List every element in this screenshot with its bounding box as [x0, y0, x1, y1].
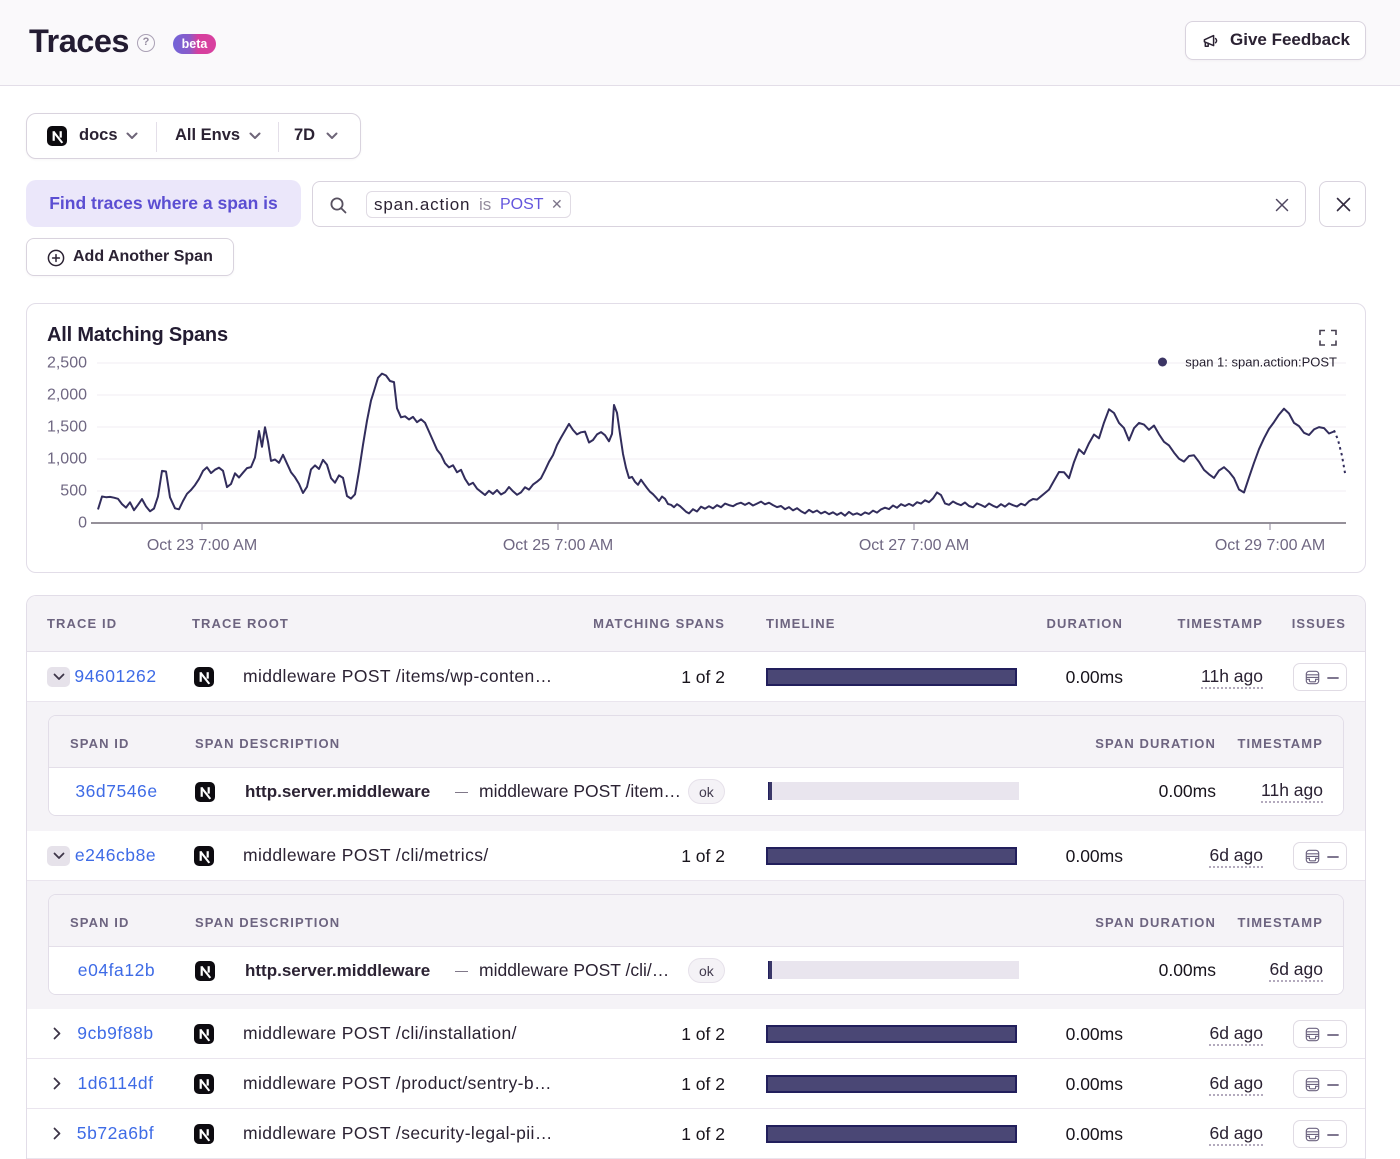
svg-text:Oct 25 7:00 AM: Oct 25 7:00 AM [503, 537, 613, 554]
svg-text:span 1: span.action:POST: span 1: span.action:POST [1185, 355, 1337, 370]
svg-text:Oct 27 7:00 AM: Oct 27 7:00 AM [859, 537, 969, 554]
svg-text:1,000: 1,000 [47, 451, 87, 468]
svg-text:500: 500 [60, 483, 87, 500]
svg-text:2,500: 2,500 [47, 355, 87, 372]
svg-text:2,000: 2,000 [47, 387, 87, 404]
svg-text:0: 0 [78, 515, 87, 532]
svg-text:1,500: 1,500 [47, 419, 87, 436]
svg-text:Oct 29 7:00 AM: Oct 29 7:00 AM [1215, 537, 1325, 554]
svg-text:Oct 23 7:00 AM: Oct 23 7:00 AM [147, 537, 257, 554]
